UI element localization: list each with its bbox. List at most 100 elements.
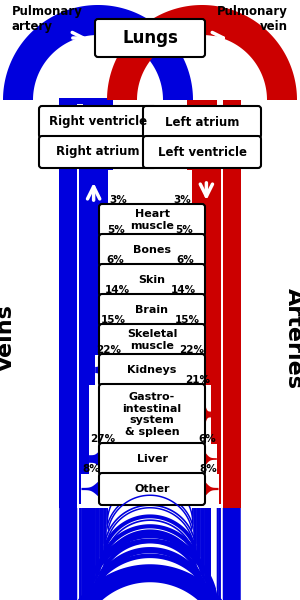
Text: Right atrium: Right atrium <box>56 145 140 158</box>
Text: 22%: 22% <box>96 345 121 355</box>
Bar <box>59 100 77 508</box>
Polygon shape <box>194 239 202 261</box>
Polygon shape <box>79 508 221 600</box>
Bar <box>89 168 95 385</box>
Bar <box>187 100 217 170</box>
Text: 100%: 100% <box>81 105 115 115</box>
FancyBboxPatch shape <box>99 294 205 326</box>
Text: Left atrium: Left atrium <box>165 115 239 128</box>
Polygon shape <box>3 5 193 100</box>
Text: 5%: 5% <box>107 225 125 235</box>
Polygon shape <box>202 359 205 381</box>
Polygon shape <box>95 508 205 579</box>
FancyBboxPatch shape <box>39 106 157 138</box>
Text: 14%: 14% <box>104 285 129 295</box>
Text: 15%: 15% <box>175 315 200 325</box>
FancyBboxPatch shape <box>99 354 205 386</box>
Polygon shape <box>201 329 202 351</box>
Text: 3%: 3% <box>109 195 127 205</box>
FancyBboxPatch shape <box>95 19 205 57</box>
Polygon shape <box>202 389 211 440</box>
Bar <box>195 168 197 295</box>
FancyBboxPatch shape <box>99 443 205 475</box>
Bar <box>106 168 108 235</box>
Bar <box>194 168 195 265</box>
Text: 3%: 3% <box>173 195 191 205</box>
Polygon shape <box>59 508 241 600</box>
Polygon shape <box>102 239 106 261</box>
Polygon shape <box>102 299 103 321</box>
FancyBboxPatch shape <box>99 384 205 445</box>
Bar <box>197 168 201 325</box>
Text: Pulmonary
artery: Pulmonary artery <box>12 5 83 33</box>
FancyBboxPatch shape <box>99 264 205 296</box>
Text: 6%: 6% <box>176 255 194 265</box>
Text: Gastro-
intestinal
system
& spleen: Gastro- intestinal system & spleen <box>122 392 182 437</box>
Text: 27%: 27% <box>90 434 115 444</box>
Bar <box>201 168 205 355</box>
Text: 21%: 21% <box>185 375 210 385</box>
Bar <box>99 168 103 325</box>
Text: Bones: Bones <box>133 245 171 255</box>
Text: 5%: 5% <box>175 225 193 235</box>
Bar <box>105 168 106 265</box>
Text: Right ventricle: Right ventricle <box>49 115 147 128</box>
Polygon shape <box>99 508 201 580</box>
Text: Left ventricle: Left ventricle <box>158 145 247 158</box>
Polygon shape <box>107 5 297 100</box>
Bar <box>218 168 221 504</box>
FancyBboxPatch shape <box>99 473 205 505</box>
Text: 6%: 6% <box>106 255 124 265</box>
Polygon shape <box>89 448 102 470</box>
Bar <box>95 168 99 355</box>
FancyBboxPatch shape <box>143 106 261 138</box>
FancyBboxPatch shape <box>39 136 157 168</box>
Bar <box>205 168 211 385</box>
Polygon shape <box>103 505 197 551</box>
Text: Liver: Liver <box>136 454 167 464</box>
Text: Pulmonary
vein: Pulmonary vein <box>217 5 288 33</box>
Polygon shape <box>197 299 202 321</box>
Polygon shape <box>95 359 102 381</box>
Polygon shape <box>106 494 194 538</box>
Bar <box>103 168 105 295</box>
Polygon shape <box>82 508 218 600</box>
Text: 8%: 8% <box>82 464 100 474</box>
Polygon shape <box>95 508 205 594</box>
Polygon shape <box>117 442 125 446</box>
Polygon shape <box>82 508 218 600</box>
Polygon shape <box>79 508 221 600</box>
Text: Heart
muscle: Heart muscle <box>130 209 174 231</box>
Polygon shape <box>195 269 202 291</box>
Polygon shape <box>89 508 211 593</box>
Text: Kidneys: Kidneys <box>127 365 177 375</box>
Text: 22%: 22% <box>179 345 204 355</box>
Polygon shape <box>202 478 218 500</box>
Text: 14%: 14% <box>171 285 196 295</box>
FancyBboxPatch shape <box>143 136 261 168</box>
Text: 8%: 8% <box>200 464 218 474</box>
Bar <box>211 168 217 444</box>
Bar <box>83 100 113 170</box>
Text: Other: Other <box>134 484 170 494</box>
FancyBboxPatch shape <box>99 234 205 266</box>
Bar <box>223 100 241 508</box>
Polygon shape <box>99 508 201 565</box>
Text: Arteries: Arteries <box>284 287 300 389</box>
Bar <box>192 168 194 235</box>
Text: Brain: Brain <box>136 305 169 315</box>
Text: 15%: 15% <box>100 315 125 325</box>
Polygon shape <box>89 508 211 600</box>
Text: Lungs: Lungs <box>122 29 178 47</box>
Text: Skeletal
muscle: Skeletal muscle <box>127 329 177 351</box>
Polygon shape <box>103 508 197 566</box>
Bar <box>217 168 218 474</box>
Polygon shape <box>102 269 105 291</box>
Polygon shape <box>202 448 217 470</box>
Text: 6%: 6% <box>198 434 216 444</box>
Text: Veins: Veins <box>0 304 16 372</box>
Bar <box>59 98 108 104</box>
Bar <box>82 168 89 474</box>
Text: Skin: Skin <box>139 275 166 285</box>
Bar <box>79 168 82 504</box>
